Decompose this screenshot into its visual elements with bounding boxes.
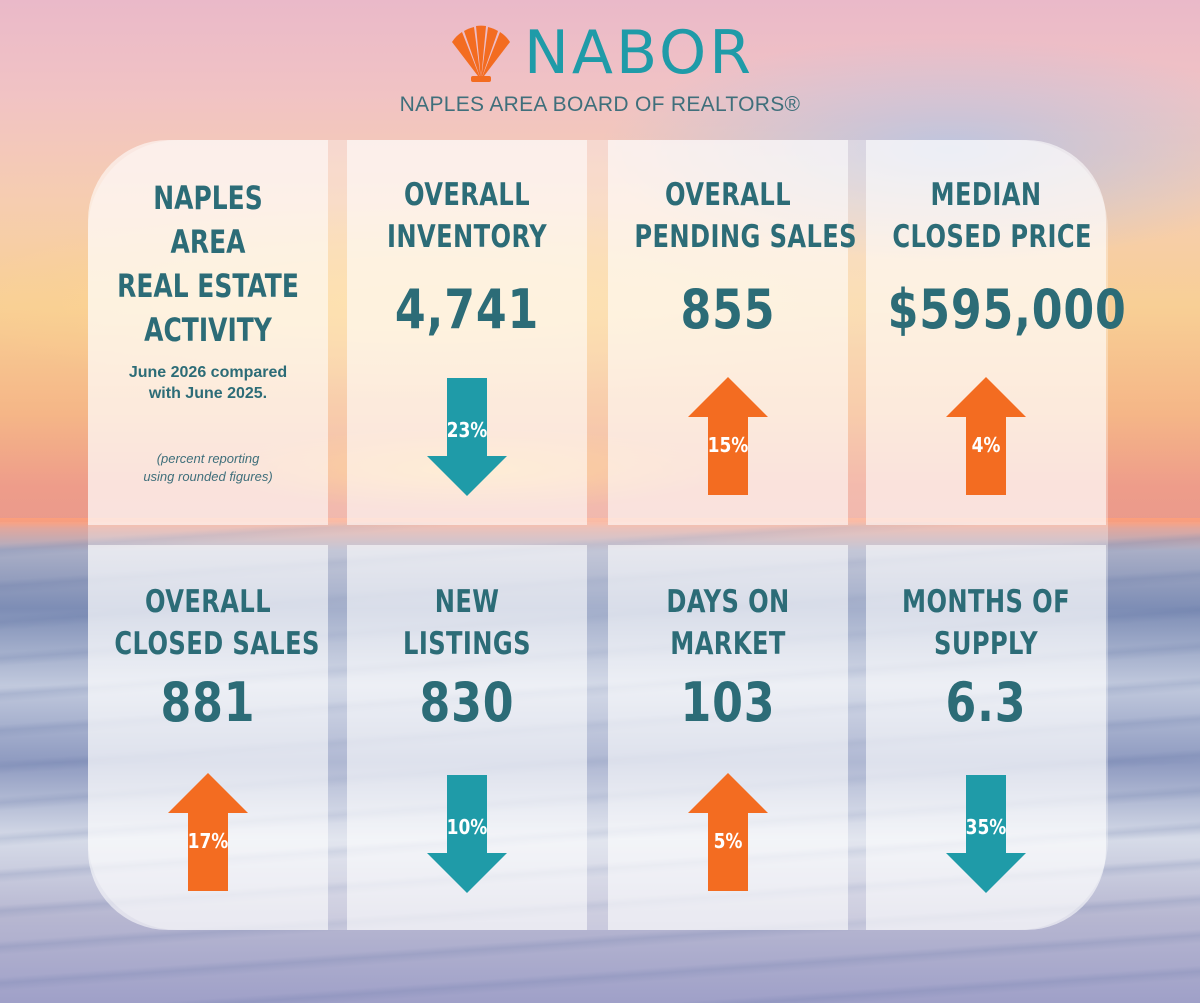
brand-header: NABOR NAPLES AREA BOARD OF REALTORS® [0,22,1200,117]
note-line: (percent reporting [156,451,260,466]
comparison-line: with June 2025. [148,385,268,402]
stat-label: LISTINGS [403,626,531,662]
intro-card: NAPLES AREA REAL ESTATE ACTIVITY June 20… [88,140,328,525]
stat-value: 6.3 [945,671,1027,734]
horizon-glow [0,518,1200,528]
change-percent: 10% [446,815,488,839]
down-arrow-icon: 35% [946,775,1026,895]
stat-card-closed-sales: OVERALL CLOSED SALES 881 17% [88,545,328,930]
stat-label: CLOSED SALES [114,626,320,662]
stat-card-median-price: MEDIAN CLOSED PRICE $595,000 4% [866,140,1127,525]
stat-card-inventory: OVERALL INVENTORY 4,741 23% [347,140,587,525]
stat-card-months-of-supply: MONTHS OF SUPPLY 6.3 35% [866,545,1106,930]
stat-card-pending-sales: OVERALL PENDING SALES 855 15% [608,140,857,525]
stat-label: MEDIAN [930,177,1042,213]
stat-label: SUPPLY [934,626,1038,662]
stat-card-new-listings: NEW LISTINGS 830 10% [347,545,587,930]
stat-label: CLOSED PRICE [892,219,1092,255]
stat-label: PENDING SALES [634,219,857,255]
stat-label: INVENTORY [386,219,548,255]
change-percent: 15% [707,433,749,457]
note-line: using rounded figures) [143,469,273,484]
comparison-period: June 2026 compared with June 2025. [88,362,328,404]
stat-value: $595,000 [887,278,1127,341]
logo: NABOR [446,22,754,84]
up-arrow-icon: 15% [688,377,768,497]
intro-title-line: REAL ESTATE [117,267,299,305]
up-arrow-icon: 4% [946,377,1026,497]
intro-title-line: AREA [170,223,246,261]
stat-label: OVERALL [403,177,531,213]
stat-value: 830 [419,671,515,734]
shell-logo-icon [446,22,516,84]
brand-subtitle: NAPLES AREA BOARD OF REALTORS® [399,93,801,116]
stat-label: OVERALL [664,177,792,213]
rounding-note: (percent reporting using rounded figures… [88,450,328,486]
intro-title-line: ACTIVITY [144,311,272,349]
stat-value: 4,741 [394,278,540,341]
change-percent: 17% [187,829,229,853]
intro-title-line: NAPLES [153,179,263,217]
stat-label: MARKET [670,626,786,662]
stat-label: DAYS ON [666,584,790,620]
change-percent: 23% [446,418,488,442]
up-arrow-icon: 5% [688,773,768,893]
stat-label: NEW [434,584,500,620]
stat-value: 103 [680,671,776,734]
change-percent: 4% [971,433,1001,457]
brand-name: NABOR [524,18,754,88]
stat-value: 881 [160,671,256,734]
stat-label: OVERALL [144,584,272,620]
change-percent: 5% [713,829,743,853]
comparison-line: June 2026 compared [128,364,288,381]
stat-card-days-on-market: DAYS ON MARKET 103 5% [608,545,848,930]
stat-label: MONTHS OF [901,584,1070,620]
down-arrow-icon: 23% [427,378,507,498]
change-percent: 35% [965,815,1007,839]
stat-value: 855 [680,278,776,341]
up-arrow-icon: 17% [168,773,248,893]
down-arrow-icon: 10% [427,775,507,895]
